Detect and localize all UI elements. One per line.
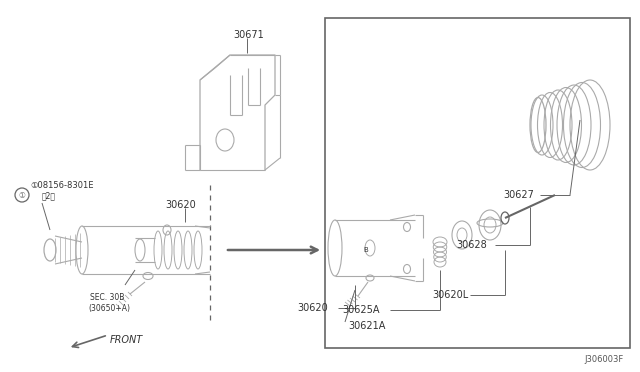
Text: 30625A: 30625A [342,305,380,315]
Text: J306003F: J306003F [585,356,624,365]
Text: 30628: 30628 [456,240,487,250]
Text: ①08156-8301E: ①08156-8301E [30,182,93,190]
Text: 30671: 30671 [233,30,264,40]
Text: SEC. 30B: SEC. 30B [90,294,124,302]
Text: (30650+A): (30650+A) [88,304,130,312]
Text: ①: ① [19,190,26,199]
Text: B: B [364,247,369,253]
Text: 30627: 30627 [503,190,534,200]
Text: FRONT: FRONT [110,335,143,345]
Text: 30621A: 30621A [348,321,385,331]
Bar [325,18,630,348]
Text: 30620: 30620 [165,200,196,210]
Text: 30620L: 30620L [432,290,468,300]
Text: 30620: 30620 [297,303,328,313]
Text: ＜2＞: ＜2＞ [42,192,56,201]
